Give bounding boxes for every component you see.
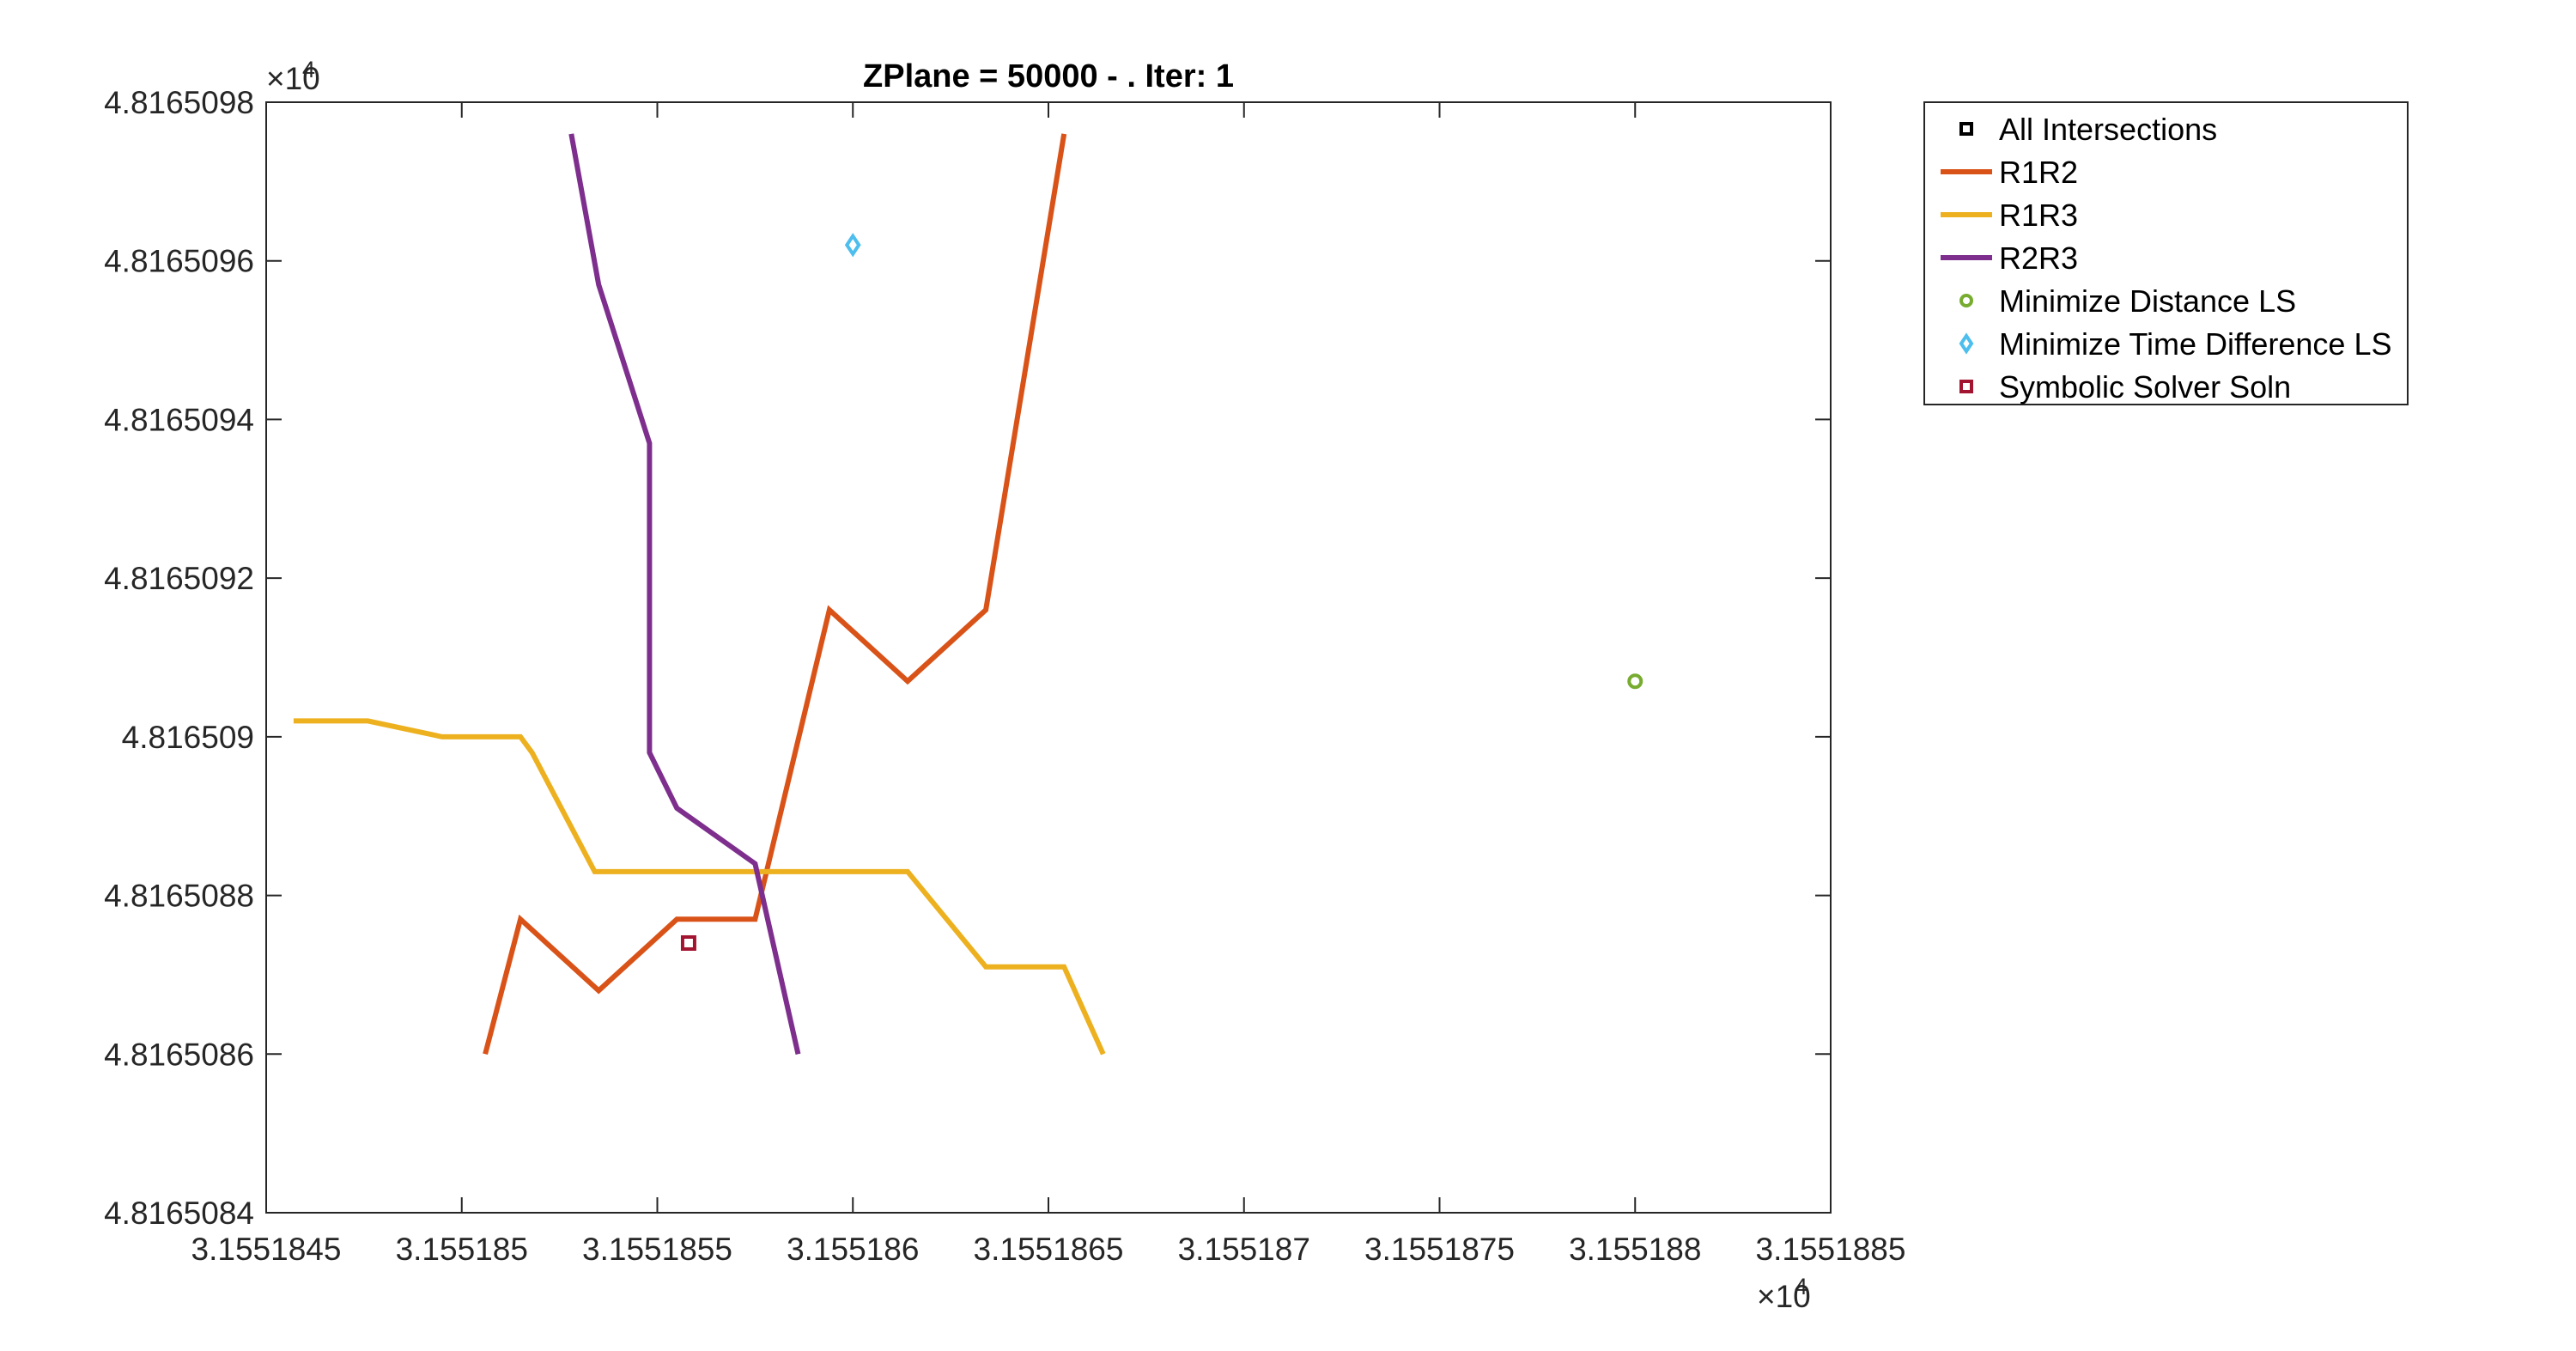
axis-ticks: 3.1551845 3.155185 3.1551855 3.155186 3.1551… <box>104 85 1905 1267</box>
legend-entry[interactable]: Minimize Distance LS <box>1959 283 2296 319</box>
legend-label: All Intersections <box>1999 112 2217 147</box>
data-point <box>680 934 696 951</box>
series-line-r1r3 <box>293 718 1106 1056</box>
x-tick-label: 3.1551875 <box>1364 1232 1515 1267</box>
data-point <box>844 233 861 258</box>
legend-entry[interactable]: All Intersections <box>1959 112 2217 147</box>
legend-label: Symbolic Solver Soln <box>1999 369 2291 405</box>
svg-text:×10: ×10 <box>1757 1279 1811 1314</box>
x-tick-label: 3.1551845 <box>191 1232 342 1267</box>
x-tick-label: 3.155187 <box>1178 1232 1310 1267</box>
y-tick-label: 4.8165098 <box>104 85 254 120</box>
data-point <box>1627 673 1643 690</box>
legend-label: R1R2 <box>1999 155 2078 190</box>
svg-text:4: 4 <box>302 57 315 82</box>
series-line-r2r3 <box>568 133 801 1055</box>
x-tick-label: 3.155185 <box>396 1232 528 1267</box>
legend-swatch <box>1959 122 1973 136</box>
svg-text:×10: ×10 <box>266 61 320 96</box>
y-scale-label: ×10 4 <box>266 57 320 96</box>
series-markers <box>680 233 1643 951</box>
x-tick-label: 3.1551855 <box>582 1232 732 1267</box>
legend-entry[interactable]: Minimize Time Difference LS <box>1959 326 2392 362</box>
x-tick-label: 3.1551865 <box>974 1232 1124 1267</box>
legend-entry[interactable]: R1R2 <box>1941 155 2078 190</box>
x-tick-label: 3.155186 <box>787 1232 919 1267</box>
legend-box <box>1923 101 2409 405</box>
svg-text:4: 4 <box>1795 1274 1807 1299</box>
y-tick-label: 4.8165084 <box>104 1196 254 1231</box>
y-tick-label: 4.8165092 <box>104 561 254 596</box>
series-lines <box>293 133 1106 1056</box>
y-tick-label: 4.8165086 <box>104 1037 254 1072</box>
plot-area <box>265 101 1832 1214</box>
legend-swatch <box>1959 294 1973 307</box>
x-tick-label: 3.1551885 <box>1756 1232 1906 1267</box>
x-tick-label: 3.155188 <box>1569 1232 1701 1267</box>
legend-swatch <box>1959 332 1974 355</box>
legend[interactable]: All Intersections R1R2 R1R3 R2R3 Minimize Di… <box>1923 101 2409 405</box>
y-tick-label: 4.8165094 <box>104 402 254 437</box>
legend-label: R2R3 <box>1999 240 2078 276</box>
y-tick-label: 4.8165096 <box>104 244 254 279</box>
y-tick-label: 4.816509 <box>122 720 254 755</box>
series-line-r1r2 <box>483 133 1067 1056</box>
x-scale-label: ×10 4 <box>1757 1274 1811 1314</box>
y-tick-label: 4.8165088 <box>104 879 254 914</box>
legend-entry[interactable]: R2R3 <box>1941 240 2078 276</box>
legend-items: All Intersections R1R2 R1R3 R2R3 Minimize Di… <box>1941 112 2392 405</box>
legend-label: Minimize Distance LS <box>1999 283 2296 319</box>
legend-label: Minimize Time Difference LS <box>1999 326 2392 362</box>
legend-entry[interactable]: R1R3 <box>1941 198 2078 233</box>
chart-title: ZPlane = 50000 - . Iter: 1 <box>863 58 1234 94</box>
legend-swatch <box>1959 380 1973 393</box>
legend-entry[interactable]: Symbolic Solver Soln <box>1959 369 2291 405</box>
legend-label: R1R3 <box>1999 198 2078 233</box>
